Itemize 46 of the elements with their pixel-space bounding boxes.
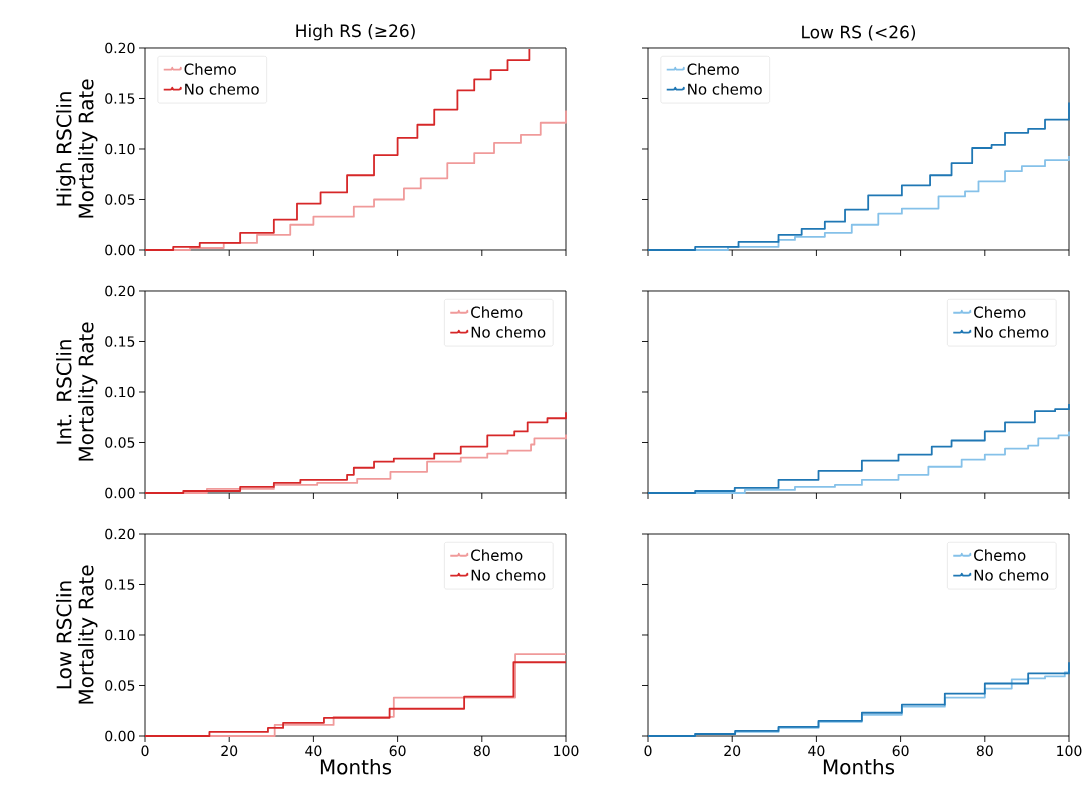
legend-label: No chemo [185, 83, 259, 95]
chart-title: High RS (≥26) [296, 24, 415, 41]
y-tick-label: 0.15 [105, 336, 135, 347]
y-tick-label: 0.20 [105, 528, 135, 540]
x-axis-title: Months [823, 758, 895, 775]
y-tick-label: 0.20 [105, 42, 135, 54]
x-axis-title: Months [320, 758, 392, 775]
legend-label: No chemo [471, 569, 546, 581]
x-tick-label: 80 [976, 745, 993, 757]
legend-label: Chemo [471, 306, 523, 318]
y-tick-label: 0.15 [105, 93, 135, 104]
y-tick-label: 0.05 [105, 680, 135, 691]
x-tick-label: 60 [389, 745, 406, 757]
y-tick-label: 0.10 [105, 386, 135, 398]
legend-label: No chemo [471, 326, 546, 338]
x-tick-label: 20 [724, 745, 741, 757]
x-tick-label: 100 [554, 745, 579, 757]
legend-label: Chemo [974, 549, 1026, 561]
y-axis-title: Int. RSClin Mortality Rate [56, 322, 98, 461]
y-axis-title: Low RSClin Mortality Rate [56, 565, 98, 704]
legend-label: No chemo [974, 569, 1049, 581]
legend-label: Chemo [687, 63, 739, 75]
y-tick-label: 0.00 [105, 244, 135, 256]
x-tick-label: 40 [808, 745, 825, 757]
y-tick-label: 0.20 [105, 285, 135, 297]
x-tick-label: 80 [473, 745, 490, 757]
y-tick-label: 0.05 [105, 194, 135, 205]
x-tick-label: 0 [141, 745, 149, 757]
y-tick-label: 0.10 [105, 143, 135, 155]
x-tick-label: 20 [221, 745, 238, 757]
legend-label: Chemo [471, 549, 523, 561]
legend-label: Chemo [974, 306, 1026, 318]
x-tick-label: 0 [644, 745, 652, 757]
y-tick-label: 0.10 [105, 629, 135, 641]
y-tick-label: 0.15 [105, 579, 135, 590]
x-tick-label: 60 [892, 745, 909, 757]
y-tick-label: 0.00 [105, 730, 135, 742]
chart-title: Low RS (<26) [802, 25, 916, 41]
y-tick-label: 0.05 [105, 437, 135, 448]
legend-label: No chemo [974, 326, 1049, 338]
x-tick-label: 100 [1057, 745, 1082, 757]
y-axis-title: High RSClin Mortality Rate [56, 79, 98, 218]
legend-label: Chemo [184, 63, 236, 75]
legend-label: No chemo [688, 83, 762, 95]
x-tick-label: 40 [305, 745, 322, 757]
y-tick-label: 0.00 [105, 487, 135, 499]
